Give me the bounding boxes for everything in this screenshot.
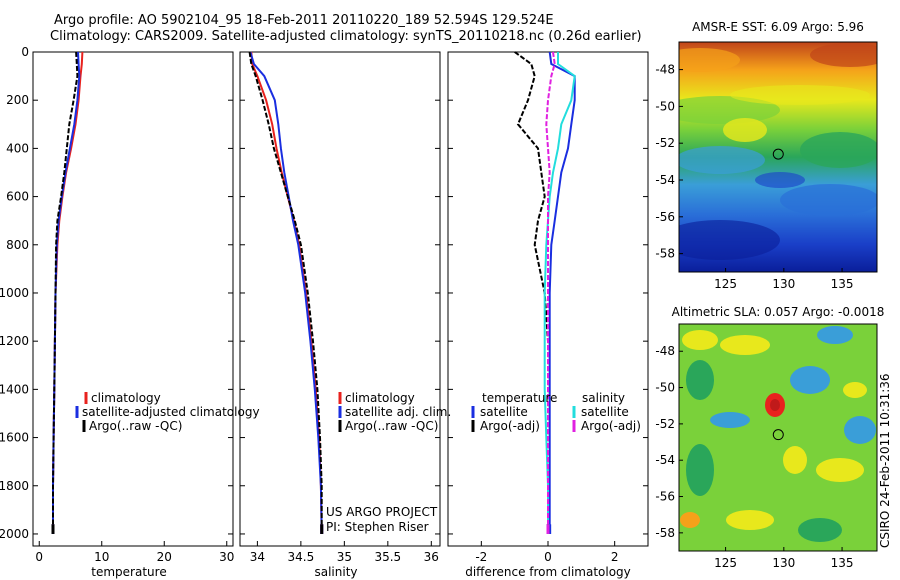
x-tick-label: 20 — [157, 550, 172, 564]
series-line-salinity-argo-adj- — [545, 51, 556, 534]
legend-sal-satellite-label: satellite — [581, 405, 629, 419]
series-line-climatology — [52, 51, 84, 534]
y-tick-label: -58 — [655, 247, 675, 261]
pi-credit: PI: Stephen Riser — [326, 520, 429, 534]
sst-map-title: AMSR-E SST: 6.09 Argo: 5.96 — [692, 20, 864, 34]
csiro-timestamp: CSIRO 24-Feb-2011 10:31:36 — [878, 373, 892, 548]
legend-climatology-label: climatology — [345, 391, 415, 405]
project-credit: US ARGO PROJECT — [326, 505, 438, 519]
legend-sal-argo-label: Argo(-adj) — [581, 419, 641, 433]
x-tick-label: 36 — [424, 550, 439, 564]
x-tick-label: 135 — [831, 277, 854, 291]
sla-map-panel: Altimetric SLA: 0.057 Argo: -0.0018 125 1… — [655, 305, 892, 570]
y-tick-label: 600 — [6, 190, 29, 204]
x-tick-label: -2 — [475, 550, 487, 564]
y-tick-label: -50 — [655, 99, 675, 113]
y-tick-label: -54 — [655, 173, 675, 187]
x-tick-label: 34 — [250, 550, 265, 564]
sla-heatmap — [679, 324, 877, 551]
difference-legend: temperature satellite Argo(-adj) salinit… — [471, 391, 641, 433]
y-tick-label: -56 — [655, 490, 675, 504]
y-tick-label: -48 — [655, 344, 675, 358]
header-line-2: Climatology: CARS2009. Satellite-adjuste… — [50, 29, 642, 44]
temperature-legend: climatology satellite-adjusted climatolo… — [75, 391, 260, 433]
series-line-temperature-satellite — [548, 51, 576, 534]
y-tick-label: -54 — [655, 453, 675, 467]
y-tick-label: 1400 — [0, 382, 29, 396]
y-tick-label: 2000 — [0, 527, 29, 541]
y-tick-label: -48 — [655, 63, 675, 77]
x-tick-label: 35.5 — [374, 550, 401, 564]
sst-heatmap — [679, 42, 877, 272]
legend-satellite-label: satellite-adjusted climatology — [82, 405, 260, 419]
x-tick-label: 10 — [94, 550, 109, 564]
series-line-argo-raw-qc- — [52, 51, 79, 530]
y-tick-label: 1200 — [0, 334, 29, 348]
series-line-satellite-adj-clim- — [249, 51, 323, 535]
sla-map-title: Altimetric SLA: 0.057 Argo: -0.0018 — [672, 305, 885, 319]
series-line-climatology — [250, 51, 323, 535]
salinity-panel: 34 34.5 35 35.5 36 salinity climatology sate… — [239, 51, 451, 579]
y-tick-label: 400 — [6, 141, 29, 155]
sst-map-panel: AMSR-E SST: 6.09 Argo: 5.96 125 130 135 -48… — [655, 20, 878, 291]
salinity-legend: climatology satellite adj. clim. Argo(..… — [338, 391, 451, 433]
salinity-xlabel: salinity — [314, 565, 357, 579]
legend-argo-label: Argo(..raw -QC) — [89, 419, 182, 433]
legend-climatology-label: climatology — [91, 391, 161, 405]
y-tick-label: 1600 — [0, 431, 29, 445]
x-tick-label: 125 — [714, 556, 737, 570]
argo-location-marker — [772, 148, 784, 160]
temperature-axes-frame — [32, 51, 234, 547]
argo-location-marker — [772, 429, 784, 441]
y-tick-label: 800 — [6, 238, 29, 252]
x-tick-label: 34.5 — [288, 550, 315, 564]
sst-map-frame — [678, 41, 878, 273]
temperature-xlabel: temperature — [91, 565, 166, 579]
legend-temp-argo-label: Argo(-adj) — [480, 419, 540, 433]
y-tick-label: 1000 — [0, 286, 29, 300]
x-tick-label: 125 — [714, 277, 737, 291]
y-tick-label: -58 — [655, 526, 675, 540]
difference-xlabel: difference from climatology — [465, 565, 631, 579]
sla-map-frame — [678, 323, 878, 552]
y-tick-label: 200 — [6, 93, 29, 107]
x-tick-label: 135 — [831, 556, 854, 570]
difference-panel: -2 0 2 difference from climatology tempera… — [447, 51, 649, 579]
x-tick-label: 2 — [611, 550, 619, 564]
legend-temperature-heading: temperature — [482, 391, 557, 405]
x-tick-label: 0 — [544, 550, 552, 564]
x-tick-label: 35 — [337, 550, 352, 564]
y-tick-label: -50 — [655, 381, 675, 395]
legend-salinity-heading: salinity — [582, 391, 625, 405]
y-tick-label: 1800 — [0, 479, 29, 493]
x-tick-label: 130 — [772, 556, 795, 570]
legend-temp-satellite-label: satellite — [480, 405, 528, 419]
salinity-axes-frame — [239, 51, 441, 547]
temperature-panel: 0 10 20 30 0 200 400 600 800 1000 1200 1400 1600 1800… — [0, 45, 260, 579]
y-tick-label: -52 — [655, 417, 675, 431]
x-tick-label: 0 — [35, 550, 43, 564]
series-line-temperature-argo-adj- — [514, 51, 549, 530]
series-line-argo-raw-qc- — [248, 51, 323, 530]
y-tick-label: -56 — [655, 210, 675, 224]
x-tick-label: 30 — [219, 550, 234, 564]
header-line-1: Argo profile: AO 5902104_95 18-Feb-2011 … — [54, 13, 554, 28]
legend-satellite-label: satellite adj. clim. — [345, 405, 451, 419]
y-tick-label: -52 — [655, 136, 675, 150]
legend-argo-label: Argo(..raw -QC) — [345, 419, 438, 433]
y-tick-label: 0 — [21, 45, 29, 59]
x-tick-label: 130 — [772, 277, 795, 291]
